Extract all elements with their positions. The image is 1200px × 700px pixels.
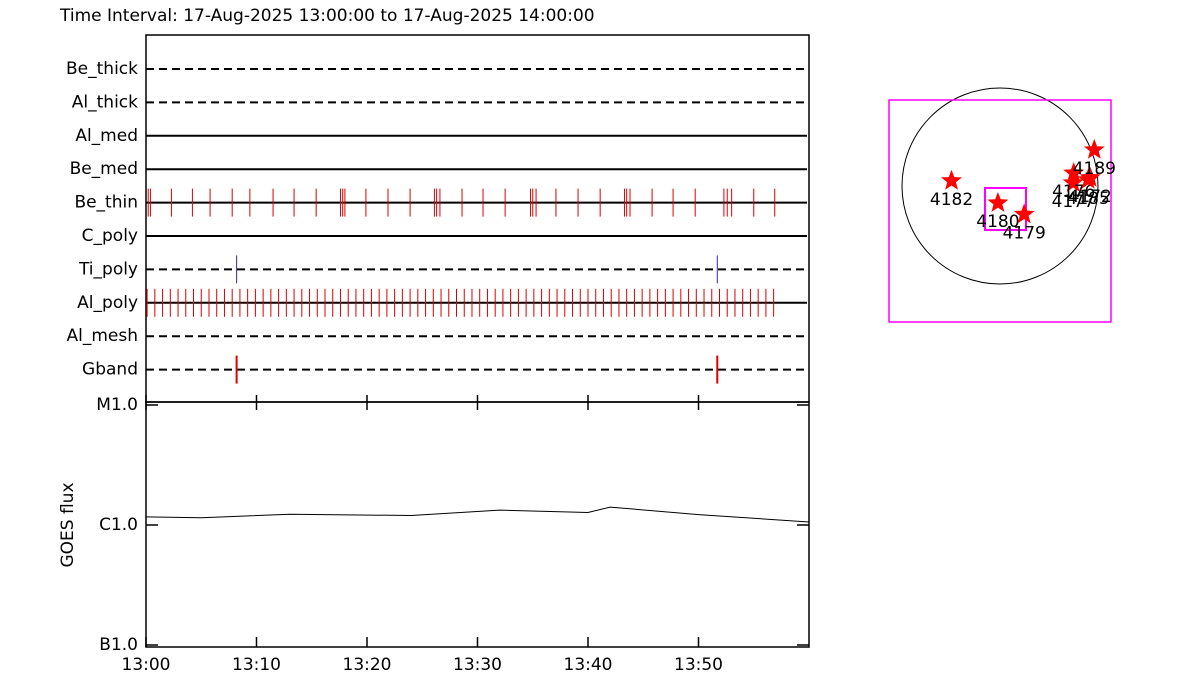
row-label: Be_thick — [66, 59, 138, 79]
x-tick-label: 13:40 — [564, 655, 613, 675]
region-label: 4180 — [976, 212, 1019, 232]
row-label: Al_thick — [72, 92, 138, 112]
region-label: 4177 — [1052, 192, 1095, 212]
region-label: 4185 — [1067, 189, 1110, 209]
row-label: C_poly — [82, 226, 138, 246]
region-label: 4189 — [1073, 159, 1116, 179]
region-label: 4176 — [1052, 182, 1095, 202]
timeline-frame — [145, 34, 810, 403]
row-label: Ti_poly — [78, 259, 138, 279]
y-axis-label: GOES flux — [58, 482, 78, 567]
x-tick-label: 13:20 — [343, 655, 392, 675]
region-star — [1062, 171, 1084, 192]
region-star — [1079, 166, 1101, 187]
x-tick-label: 13:30 — [453, 655, 502, 675]
y-tick-label: C1.0 — [99, 515, 138, 535]
region-label: 4172 — [1069, 187, 1112, 207]
row-label: Be_med — [70, 159, 138, 179]
region-label: 4182 — [930, 190, 973, 210]
region-star — [1083, 138, 1105, 159]
region-star — [941, 169, 962, 190]
x-tick-label: 13:10 — [232, 655, 281, 675]
x-tick-label: 13:50 — [674, 655, 723, 675]
solar-disk — [901, 87, 1099, 285]
row-label: Al_mesh — [66, 326, 138, 346]
y-tick-label: M1.0 — [96, 395, 138, 415]
y-tick-label: B1.0 — [99, 635, 138, 655]
fov-box — [888, 99, 1112, 323]
goes-frame — [145, 401, 810, 648]
row-label: Gband — [82, 360, 138, 380]
x-tick-label: 13:00 — [122, 655, 171, 675]
region-star — [987, 192, 1009, 212]
goes-line — [145, 506, 810, 523]
region-star — [1063, 162, 1085, 182]
row-label: Al_poly — [77, 293, 138, 313]
row-label: Al_med — [75, 126, 138, 146]
chart-title: Time Interval: 17-Aug-2025 13:00:00 to 1… — [59, 6, 595, 26]
region-star — [1013, 203, 1035, 224]
region-label: 4179 — [1003, 223, 1046, 243]
row-label: Be_thin — [74, 193, 138, 213]
